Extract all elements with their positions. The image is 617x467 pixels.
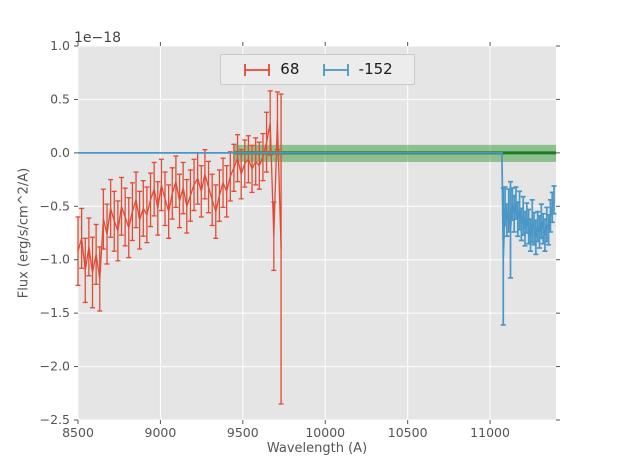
axis-ticks <box>74 42 560 424</box>
legend-label-minus152: -152 <box>358 60 393 78</box>
series-red-68 <box>75 90 284 405</box>
svg-text:9000: 9000 <box>145 425 177 440</box>
svg-text:−0.5: −0.5 <box>40 198 70 213</box>
errorbar-marker-blue-icon <box>322 63 349 76</box>
y-axis-label: Flux (erg/s/cm^2/A) <box>16 167 32 299</box>
svg-text:8500: 8500 <box>62 425 94 440</box>
svg-text:−2.5: −2.5 <box>40 412 70 427</box>
svg-text:9500: 9500 <box>227 425 259 440</box>
x-axis-label: Wavelength (A) <box>266 441 368 456</box>
svg-text:0.5: 0.5 <box>50 91 70 106</box>
series-blue-minus152 <box>78 152 557 326</box>
svg-text:−1.0: −1.0 <box>40 252 70 267</box>
legend-label-68: 68 <box>280 60 300 78</box>
svg-text:0.0: 0.0 <box>50 145 70 160</box>
y-axis-offset-text: 1e−18 <box>74 30 122 46</box>
svg-text:10500: 10500 <box>388 425 428 440</box>
svg-text:10000: 10000 <box>305 425 345 440</box>
svg-text:−2.0: −2.0 <box>40 359 70 374</box>
errorbar-marker-red-icon <box>244 63 271 76</box>
svg-text:1.0: 1.0 <box>50 38 70 53</box>
tick-labels: 8500 9000 9500 10000 10500 11000 1.0 0.5 0.0 −0.5… <box>40 38 510 440</box>
svg-text:−1.5: −1.5 <box>40 305 70 320</box>
legend: 68 -152 <box>220 54 415 85</box>
legend-item-68: 68 <box>242 62 299 78</box>
svg-text:11000: 11000 <box>470 425 510 440</box>
gridlines <box>77 45 556 421</box>
legend-item-minus152: -152 <box>321 62 393 78</box>
